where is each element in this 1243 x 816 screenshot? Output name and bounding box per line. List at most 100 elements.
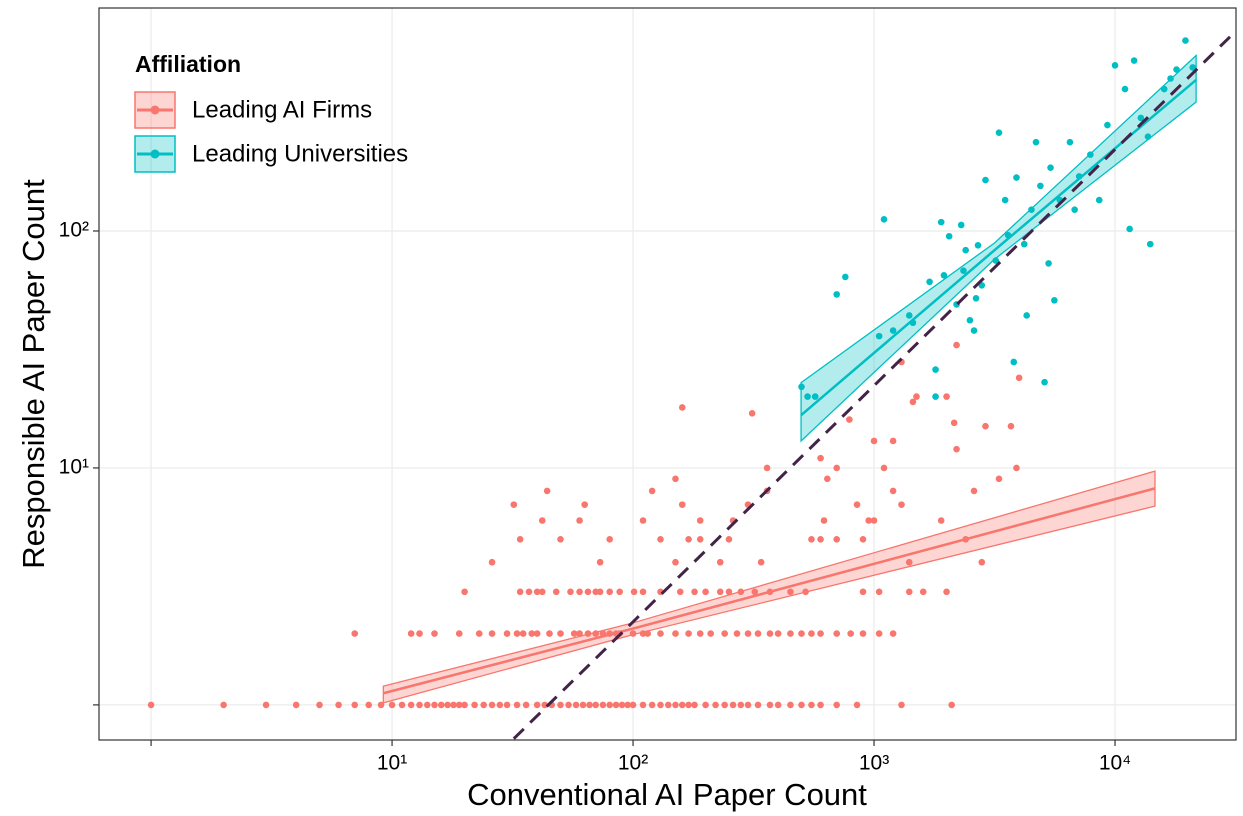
- marks: [147, 35, 1232, 740]
- point: [599, 701, 607, 709]
- point: [1182, 37, 1189, 44]
- point: [557, 630, 564, 637]
- point: [592, 701, 600, 709]
- point: [1013, 174, 1020, 181]
- point: [516, 535, 524, 543]
- point: [725, 588, 733, 596]
- point: [538, 588, 546, 596]
- point: [978, 558, 986, 566]
- point: [416, 701, 423, 709]
- point: [751, 588, 759, 596]
- point: [576, 630, 583, 637]
- point: [960, 267, 967, 274]
- point: [335, 701, 342, 709]
- point: [570, 630, 578, 637]
- point: [1121, 85, 1129, 93]
- point: [853, 701, 861, 709]
- point: [787, 630, 794, 637]
- legend-label: Leading AI Firms: [192, 96, 372, 123]
- point: [966, 316, 974, 324]
- point: [639, 588, 647, 596]
- point: [853, 501, 861, 508]
- point: [407, 701, 415, 709]
- point: [817, 535, 824, 543]
- point: [398, 701, 406, 709]
- point: [937, 517, 945, 524]
- point: [1015, 374, 1023, 382]
- x-axis-label: Conventional AI Paper Count: [467, 777, 867, 812]
- point: [898, 501, 905, 508]
- point: [870, 437, 878, 445]
- point: [766, 701, 774, 709]
- point: [510, 501, 518, 508]
- point: [774, 630, 782, 637]
- y-axis-label: Responsible AI Paper Count: [16, 179, 51, 569]
- point: [757, 558, 765, 566]
- point: [962, 246, 969, 254]
- point: [691, 701, 698, 709]
- point: [648, 701, 656, 709]
- point: [431, 701, 438, 709]
- point: [513, 630, 521, 637]
- point: [748, 410, 756, 417]
- point: [953, 445, 960, 453]
- point: [859, 630, 867, 637]
- point: [744, 701, 752, 709]
- point: [606, 535, 613, 543]
- point: [774, 701, 782, 709]
- point: [1066, 138, 1074, 146]
- point: [859, 535, 867, 543]
- point: [766, 630, 774, 637]
- point: [833, 291, 841, 298]
- point: [880, 216, 888, 223]
- point: [846, 416, 853, 423]
- point: [316, 701, 323, 709]
- point: [808, 535, 815, 543]
- point: [974, 242, 982, 249]
- point: [787, 588, 794, 596]
- point: [672, 701, 679, 709]
- point: [496, 701, 504, 709]
- point: [909, 398, 917, 406]
- point: [388, 701, 396, 709]
- x-tick-label: 10²: [618, 752, 648, 775]
- point: [1104, 121, 1111, 129]
- point: [932, 393, 939, 400]
- point: [842, 273, 849, 281]
- point: [672, 475, 679, 483]
- point: [905, 588, 913, 596]
- point: [579, 701, 587, 709]
- point: [584, 588, 592, 596]
- point: [948, 701, 955, 709]
- point: [970, 487, 978, 495]
- point: [630, 588, 638, 596]
- point: [657, 701, 664, 709]
- point: [606, 588, 613, 596]
- point: [567, 588, 574, 596]
- point: [880, 464, 888, 472]
- point: [572, 701, 580, 709]
- point: [950, 419, 958, 427]
- point: [676, 588, 684, 596]
- point: [721, 701, 728, 709]
- point: [262, 701, 270, 709]
- point: [351, 630, 359, 637]
- point: [1047, 164, 1054, 171]
- point: [685, 630, 692, 637]
- point: [629, 701, 637, 709]
- point: [982, 176, 989, 184]
- point: [1130, 57, 1138, 64]
- point: [624, 701, 631, 709]
- point: [1010, 358, 1018, 366]
- point: [488, 558, 496, 566]
- point: [817, 701, 824, 709]
- point: [919, 588, 927, 596]
- point: [377, 701, 385, 709]
- point: [889, 327, 897, 334]
- point: [488, 630, 496, 637]
- point: [461, 701, 468, 709]
- point: [522, 701, 530, 709]
- point: [1020, 240, 1028, 248]
- point: [657, 535, 664, 543]
- point: [798, 630, 805, 637]
